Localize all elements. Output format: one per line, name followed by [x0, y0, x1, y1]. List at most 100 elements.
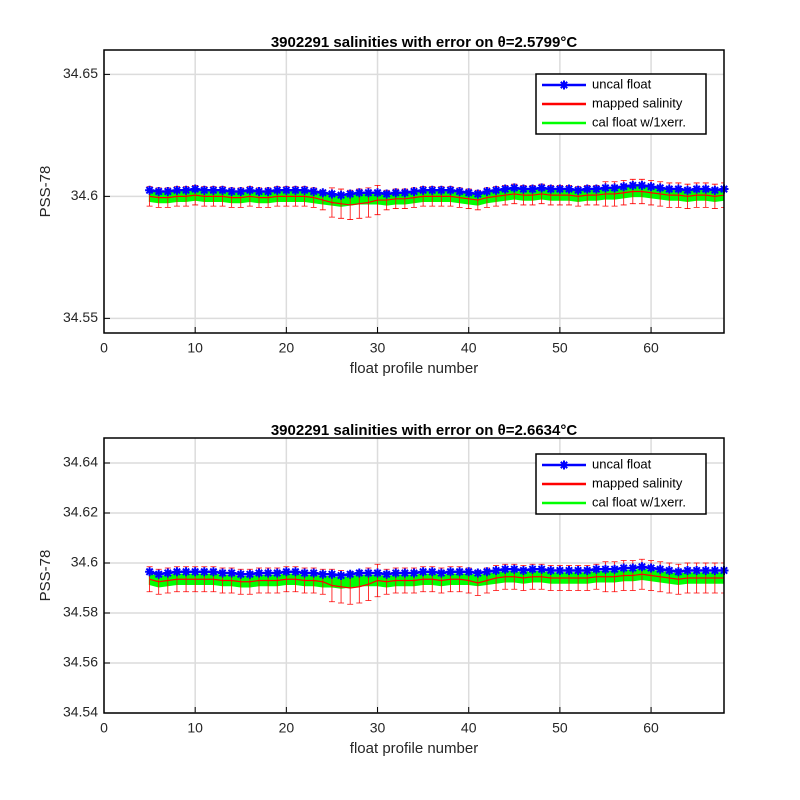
marker: [391, 568, 401, 578]
marker: [236, 187, 246, 196]
marker: [564, 184, 574, 194]
y-tick-label: 34.54: [63, 704, 98, 720]
axes-box: [103, 49, 725, 334]
legend-label: uncal float: [592, 76, 652, 91]
marker: [464, 567, 474, 577]
x-tick-label: 40: [461, 720, 477, 736]
legend-label: mapped salinity: [592, 475, 683, 490]
marker: [254, 187, 264, 196]
marker: [464, 188, 474, 198]
x-tick-label: 10: [187, 720, 203, 736]
y-tick-label: 34.55: [63, 309, 98, 325]
y-tick-label: 34.62: [63, 504, 98, 520]
x-tick-label: 10: [187, 340, 203, 356]
marker: [537, 564, 547, 574]
axes: 0 10 20 30 40 50 60 34.54 34.56 34.58 34.6 34.62 34.…: [37, 422, 729, 757]
marker: [281, 185, 291, 195]
marker: [309, 187, 319, 196]
marker: [664, 184, 674, 194]
series-line: [149, 573, 724, 589]
marker: [290, 185, 300, 195]
legend-marker: [559, 80, 569, 90]
marker: [345, 189, 355, 199]
y-tick-label: 34.56: [63, 654, 98, 670]
marker: [163, 568, 173, 578]
marker: [482, 567, 492, 577]
marker: [245, 185, 255, 195]
marker: [363, 188, 373, 198]
legend-marker: [559, 460, 569, 470]
marker: [518, 184, 528, 194]
error-bar: [721, 562, 724, 594]
marker: [710, 566, 720, 575]
marker: [309, 568, 319, 578]
marker: [172, 567, 182, 577]
marker: [354, 188, 364, 198]
marker: [445, 185, 455, 195]
marker: [245, 569, 255, 579]
marker: [208, 567, 218, 577]
y-axis-label: PSS-78: [37, 550, 54, 602]
marker: [145, 567, 155, 577]
marker: [263, 568, 273, 578]
marker: [500, 564, 510, 574]
marker: [528, 184, 538, 194]
marker: [701, 184, 711, 194]
marker: [692, 566, 702, 575]
marker: [190, 567, 200, 577]
marker: [473, 568, 483, 578]
marker: [382, 189, 392, 199]
marker: [300, 185, 310, 195]
marker: [564, 566, 574, 575]
axes: 0 10 20 30 40 50 60 34.55 34.6 34.65 3902291 salin…: [37, 34, 729, 377]
marker: [646, 563, 656, 573]
marker: [591, 184, 601, 194]
x-tick-label: 20: [279, 720, 295, 736]
marker: [537, 183, 547, 193]
marker: [409, 568, 419, 578]
series-line: [149, 565, 724, 577]
marker: [327, 569, 337, 579]
series-line: [149, 190, 724, 206]
axes-box: [103, 437, 725, 714]
marker: [336, 571, 346, 580]
marker: [619, 563, 629, 573]
marker: [154, 569, 164, 579]
marker: [281, 567, 291, 577]
marker: [482, 187, 492, 196]
marker: [701, 566, 711, 575]
marker: [528, 564, 538, 574]
marker: [400, 188, 410, 198]
marker: [610, 183, 620, 193]
marker: [692, 184, 702, 194]
marker: [509, 183, 519, 193]
marker: [582, 566, 592, 575]
marker: [710, 185, 720, 195]
marker: [354, 568, 364, 578]
marker: [427, 185, 437, 195]
legend-label: uncal float: [592, 456, 652, 471]
marker: [181, 567, 191, 577]
marker: [400, 568, 410, 578]
marker: [391, 188, 401, 198]
marker: [318, 569, 328, 579]
marker: [445, 567, 455, 577]
legend-label: cal float w/1xerr.: [592, 114, 686, 129]
marker: [172, 185, 182, 195]
marker: [199, 185, 209, 195]
x-tick-label: 20: [279, 340, 295, 356]
marker: [555, 566, 565, 575]
marker: [190, 184, 200, 194]
series-line: [149, 184, 724, 197]
marker: [628, 563, 638, 573]
marker: [199, 567, 209, 577]
marker: [363, 568, 373, 578]
marker: [546, 566, 556, 575]
marker: [227, 568, 237, 578]
marker: [518, 566, 528, 575]
error-bar: [721, 182, 724, 208]
marker: [427, 567, 437, 577]
marker: [673, 567, 683, 577]
marker: [373, 188, 383, 198]
